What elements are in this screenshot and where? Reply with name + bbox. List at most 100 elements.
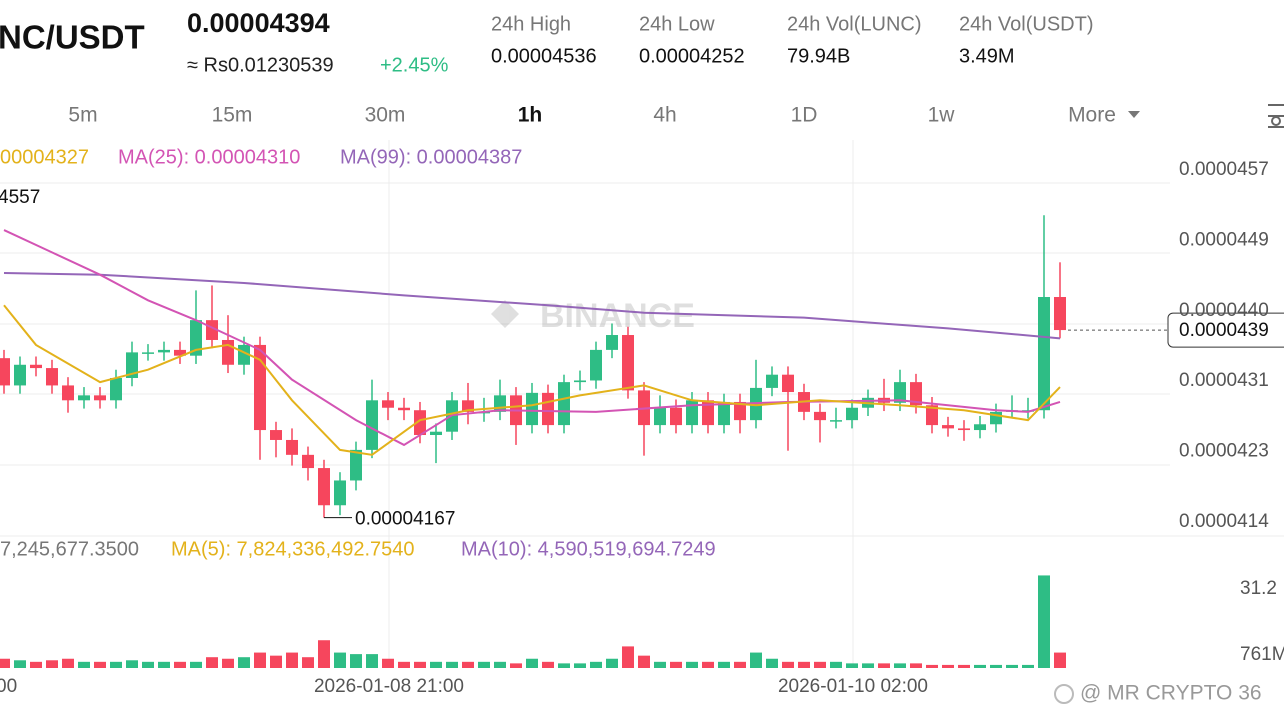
volume-bar: [1038, 575, 1050, 668]
ma-line: [3, 229, 1061, 447]
volume-bar: [974, 664, 986, 668]
current-price-box: [1167, 312, 1284, 348]
ma-legend: 00004327 MA(25): 0.00004310 MA(99): 0.0000…: [0, 146, 716, 560]
candle-body: [958, 428, 970, 431]
volume-bar: [14, 660, 26, 668]
volume-bar: [766, 658, 778, 668]
volume-bar: [846, 663, 858, 668]
interval-tab[interactable]: 15m: [212, 104, 253, 127]
price-axis-label: 0.0000414: [1179, 511, 1269, 532]
candle-body: [814, 411, 826, 421]
interval-tab[interactable]: More: [1068, 104, 1116, 127]
candle-body: [78, 395, 90, 401]
ma-legend-item: MA(25): 0.00004310: [118, 146, 300, 168]
interval-tab[interactable]: 1D: [791, 104, 818, 127]
candle-body: [382, 400, 394, 408]
candle-body: [302, 454, 314, 469]
candle-body: [718, 401, 730, 426]
interval-tabs: 5m 15m 30m 1h 4h 1D 1w More: [68, 104, 1140, 127]
candle-body: [430, 431, 442, 436]
candle-body: [158, 349, 170, 353]
volume-bar: [878, 663, 890, 668]
candle-body: [558, 382, 570, 426]
volume-bar: [110, 661, 122, 668]
volume-bar: [942, 664, 954, 668]
volume-bar: [734, 661, 746, 668]
candle-body: [254, 344, 266, 431]
interval-tab[interactable]: 1h: [518, 104, 543, 127]
interval-tab[interactable]: 5m: [68, 104, 97, 127]
volume-bar: [558, 663, 570, 668]
volume-bar: [702, 661, 714, 668]
price-axis-label: 0.0000423: [1179, 441, 1269, 462]
settings-icon[interactable]: [1268, 104, 1284, 128]
volume-bar: [670, 661, 682, 668]
interval-tab[interactable]: 4h: [653, 104, 676, 127]
candle-body: [270, 430, 282, 440]
watermark: BINANCE: [491, 297, 695, 335]
last-price: 0.00004394: [187, 8, 330, 38]
credit-text: @ MR CRYPTO 36: [1080, 682, 1262, 705]
high-label: 4557: [0, 187, 40, 208]
price-axis-label: 0.0000440: [1179, 300, 1269, 321]
candle-body: [830, 420, 842, 422]
price-axis: 0.0000439 0.0000457 0.0000449 0.0000440 0.00…: [1167, 159, 1284, 532]
volume-bar: [894, 663, 906, 668]
volume-bar: [990, 664, 1002, 668]
candle-body: [974, 424, 986, 431]
candle-body: [110, 377, 122, 401]
candle-body: [222, 339, 234, 365]
candle-body: [350, 449, 362, 481]
volume-bar: [126, 660, 138, 668]
volume-legend-item: MA(10): 4,590,519,694.7249: [461, 538, 716, 560]
pair: NC/USDT: [0, 19, 145, 56]
interval-tab[interactable]: 1w: [928, 104, 956, 127]
candle-body: [894, 382, 906, 403]
candle-body: [286, 439, 298, 455]
volume-bar: [190, 661, 202, 668]
candle-body: [590, 349, 602, 381]
change: +2.45%: [380, 54, 449, 76]
price-axis-label: 0.0000431: [1179, 370, 1269, 391]
candle-body: [94, 395, 106, 401]
interval-tab[interactable]: 30m: [365, 104, 406, 127]
volume-bar: [590, 661, 602, 668]
candle-body: [0, 358, 10, 386]
volume-bar: [1022, 664, 1034, 668]
volume-bar: [782, 661, 794, 668]
ma-line: [3, 304, 1061, 456]
candle-body: [30, 364, 42, 369]
volume-bar: [206, 657, 218, 668]
volume-bar: [750, 652, 762, 668]
volume-bar: [46, 660, 58, 668]
stat-label: 24h Low: [639, 13, 715, 35]
candle-body: [14, 364, 26, 386]
dropdown-arrow: [1128, 111, 1140, 118]
ma-legend-item: MA(99): 0.00004387: [340, 146, 522, 168]
time-label: 2026-01-08 21:00: [314, 676, 464, 697]
volume-bar: [814, 661, 826, 668]
volume-bar: [446, 661, 458, 668]
volume-bar: [910, 663, 922, 668]
volume-bar: [142, 661, 154, 668]
candle-body: [622, 335, 634, 391]
watermark-text: BINANCE: [540, 297, 695, 335]
fiat-price: ≈ Rs0.01230539: [187, 54, 334, 76]
volume-bar: [366, 654, 378, 668]
candle-body: [734, 401, 746, 421]
volume-bar: [94, 661, 106, 668]
volume-axis-label: 31.2: [1240, 578, 1277, 599]
volume-legend-item: MA(5): 7,824,336,492.7540: [171, 538, 415, 560]
volume-bar: [1006, 664, 1018, 668]
candle-body: [942, 425, 954, 429]
candle-body: [190, 320, 202, 356]
volume-bar: [830, 661, 842, 668]
volume-bar: [62, 658, 74, 668]
low-label: 0.00004167: [355, 509, 455, 530]
volume-bar: [414, 661, 426, 668]
candle-body: [174, 349, 186, 356]
volume-bar: [1054, 652, 1066, 668]
volume-bar: [958, 664, 970, 668]
ma-line: [3, 272, 1061, 340]
